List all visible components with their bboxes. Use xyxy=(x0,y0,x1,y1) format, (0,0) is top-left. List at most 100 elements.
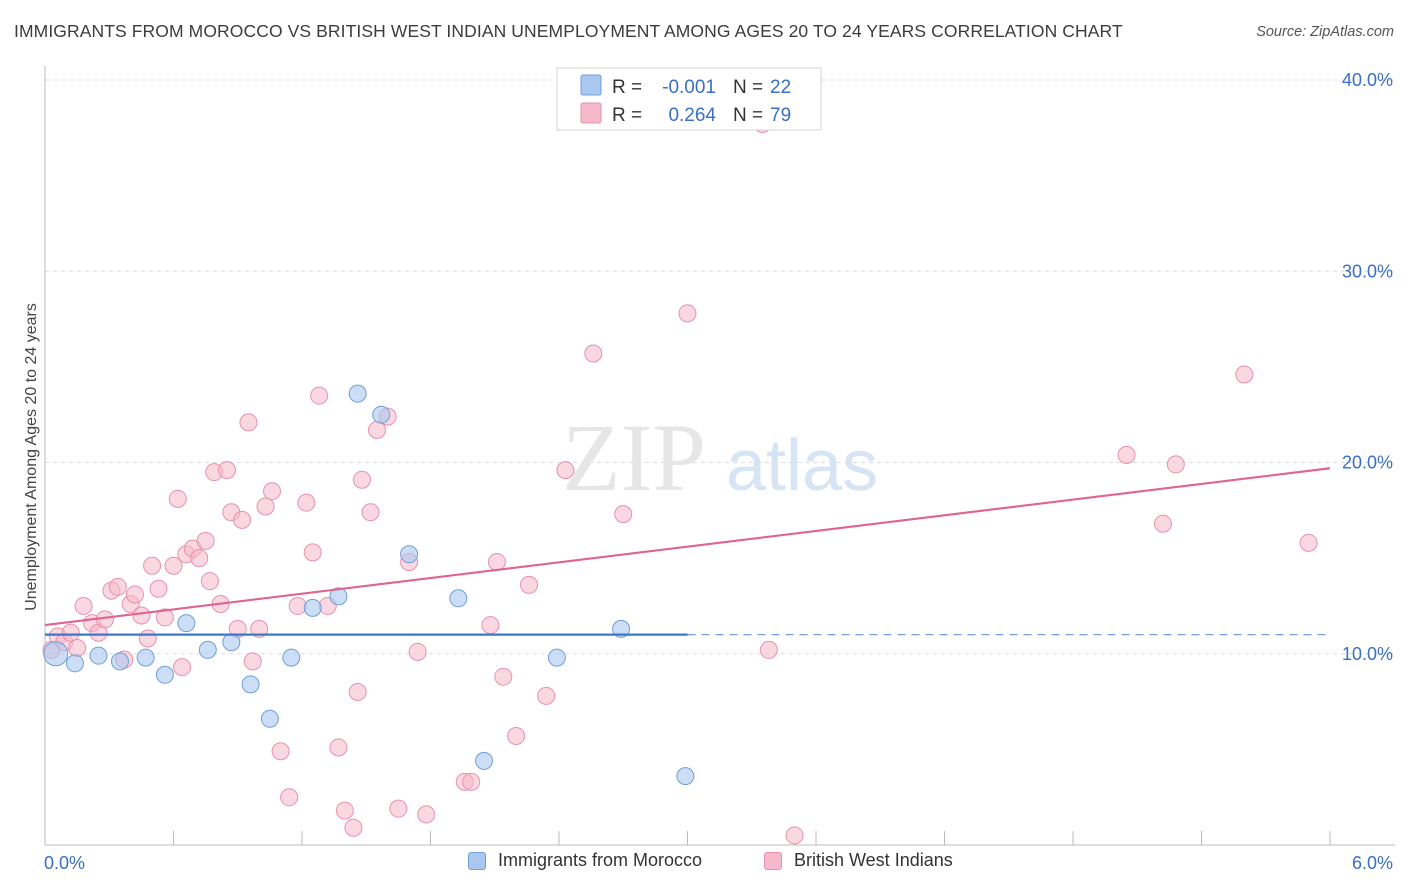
y-tick-label: 40.0% xyxy=(1342,70,1393,90)
data-point-british-west-indians xyxy=(243,652,262,671)
data-point-british-west-indians xyxy=(271,742,290,761)
legend-r-label-1: R = xyxy=(612,77,642,98)
data-point-british-west-indians xyxy=(125,585,144,604)
data-point-british-west-indians xyxy=(168,489,187,508)
x-tick-label-max: 6.0% xyxy=(1352,853,1393,873)
data-point-british-west-indians xyxy=(481,616,500,635)
data-point-immigrants-from-morocco xyxy=(400,545,419,564)
data-point-immigrants-from-morocco xyxy=(348,384,367,403)
watermark: ZIP atlas xyxy=(562,404,878,511)
data-point-british-west-indians xyxy=(74,596,93,615)
legend-n-label-1: N = xyxy=(733,77,763,98)
legend-label-bwi: British West Indians xyxy=(794,850,953,870)
data-point-immigrants-from-morocco xyxy=(547,648,566,667)
data-point-british-west-indians xyxy=(68,639,87,658)
data-point-british-west-indians xyxy=(348,683,367,701)
data-point-immigrants-from-morocco xyxy=(65,654,84,673)
data-point-british-west-indians xyxy=(280,788,299,807)
data-point-british-west-indians xyxy=(164,556,183,575)
data-point-british-west-indians xyxy=(173,658,192,677)
watermark-zip: ZIP xyxy=(562,404,706,511)
data-point-british-west-indians xyxy=(584,344,603,363)
data-point-british-west-indians xyxy=(329,738,348,757)
data-point-british-west-indians xyxy=(507,726,526,745)
data-point-immigrants-from-morocco xyxy=(43,641,69,667)
y-tick-labels: 10.0% 20.0% 30.0% 40.0% xyxy=(1342,70,1393,664)
data-point-british-west-indians xyxy=(389,799,408,818)
trend-lines xyxy=(44,467,1331,636)
data-point-immigrants-from-morocco xyxy=(676,767,695,786)
axes xyxy=(44,66,1395,846)
data-point-british-west-indians xyxy=(361,503,380,522)
data-point-british-west-indians xyxy=(190,549,209,568)
legend-r-value-1: -0.001 xyxy=(662,77,716,98)
data-point-british-west-indians xyxy=(303,543,322,562)
data-point-immigrants-from-morocco xyxy=(198,640,217,659)
data-point-british-west-indians xyxy=(556,461,575,480)
data-point-immigrants-from-morocco xyxy=(303,598,322,617)
data-point-immigrants-from-morocco xyxy=(241,675,260,694)
data-point-british-west-indians xyxy=(200,572,219,591)
series-british-west-indians xyxy=(42,114,1318,845)
trend-line-bwi xyxy=(44,467,1331,627)
data-point-british-west-indians xyxy=(785,826,804,845)
data-point-british-west-indians xyxy=(239,413,258,432)
gridlines xyxy=(45,79,1395,655)
legend-n-value-1: 22 xyxy=(770,77,791,98)
data-point-british-west-indians xyxy=(196,531,215,550)
legend-r-label-2: R = xyxy=(612,105,642,126)
legend-n-label-2: N = xyxy=(733,105,763,126)
data-point-immigrants-from-morocco xyxy=(449,589,468,608)
data-point-british-west-indians xyxy=(520,575,539,594)
x-tick-label-min: 0.0% xyxy=(44,853,85,873)
data-point-immigrants-from-morocco xyxy=(282,648,301,667)
data-point-british-west-indians xyxy=(335,801,354,820)
data-point-immigrants-from-morocco xyxy=(612,619,631,638)
data-point-british-west-indians xyxy=(344,818,363,837)
data-point-british-west-indians xyxy=(759,640,778,659)
legend-r-value-2: 0.264 xyxy=(668,105,716,126)
data-point-british-west-indians xyxy=(1299,533,1318,552)
y-tick-label: 20.0% xyxy=(1342,453,1393,473)
legend-swatch-bwi xyxy=(764,851,782,870)
legend-label-morocco: Immigrants from Morocco xyxy=(498,850,703,870)
legend-swatch-pink xyxy=(580,102,602,124)
data-point-british-west-indians xyxy=(1117,445,1136,464)
data-point-british-west-indians xyxy=(61,623,80,642)
data-point-british-west-indians xyxy=(132,606,151,625)
data-point-british-west-indians xyxy=(143,556,162,575)
y-tick-label: 30.0% xyxy=(1342,261,1393,281)
data-point-british-west-indians xyxy=(352,470,371,489)
data-point-british-west-indians xyxy=(256,497,275,516)
data-point-british-west-indians xyxy=(614,505,633,524)
data-point-immigrants-from-morocco xyxy=(177,614,196,633)
data-point-british-west-indians xyxy=(233,510,252,529)
data-point-immigrants-from-morocco xyxy=(155,665,174,684)
data-point-immigrants-from-morocco xyxy=(372,405,391,424)
legend-swatch-morocco xyxy=(468,851,486,870)
data-point-british-west-indians xyxy=(138,629,157,648)
data-point-british-west-indians xyxy=(417,805,436,824)
data-point-british-west-indians xyxy=(1153,514,1172,533)
legend-swatch-blue xyxy=(580,74,602,96)
data-point-british-west-indians xyxy=(537,686,556,705)
source-label: Source: ZipAtlas.com xyxy=(1256,24,1394,40)
data-point-british-west-indians xyxy=(1166,455,1185,474)
data-point-british-west-indians xyxy=(149,579,168,598)
watermark-atlas: atlas xyxy=(726,426,878,506)
data-point-british-west-indians xyxy=(250,619,269,638)
data-point-british-west-indians xyxy=(155,608,174,627)
data-point-immigrants-from-morocco xyxy=(222,633,241,652)
data-point-british-west-indians xyxy=(494,667,513,686)
data-point-british-west-indians xyxy=(408,642,427,661)
data-point-immigrants-from-morocco xyxy=(329,587,348,606)
legend-item-bwi: British West Indians xyxy=(764,850,953,871)
data-point-british-west-indians xyxy=(288,596,307,615)
chart-title: IMMIGRANTS FROM MOROCCO VS BRITISH WEST … xyxy=(14,21,1123,41)
data-point-british-west-indians xyxy=(487,552,506,571)
correlation-legend: R = -0.001 N = 22 R = 0.264 N = 79 xyxy=(556,67,822,131)
data-point-immigrants-from-morocco xyxy=(110,652,129,671)
data-point-british-west-indians xyxy=(263,482,282,501)
series-legend: Immigrants from Morocco British West Ind… xyxy=(0,850,1406,880)
